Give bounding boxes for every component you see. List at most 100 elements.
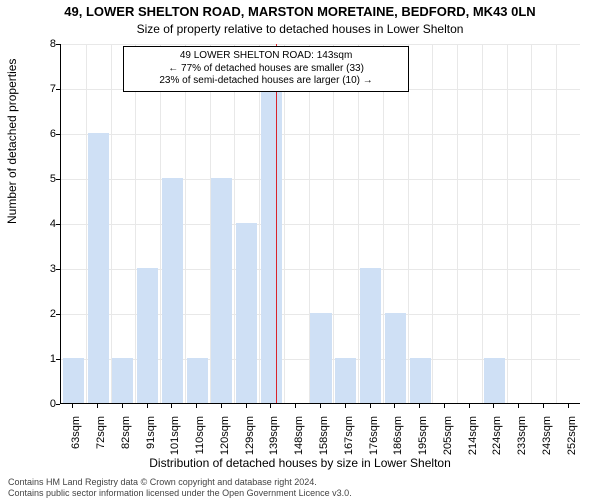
x-tick-label: 158sqm [318,416,330,476]
bar [88,133,109,403]
gridline-horizontal [61,44,580,45]
bar [162,178,183,403]
x-tick-label: 63sqm [70,416,82,476]
x-tick [394,404,395,408]
gridline-vertical [383,44,384,403]
y-tick-label: 2 [36,308,56,320]
y-tick [56,179,60,180]
x-tick [568,404,569,408]
gridline-vertical [556,44,557,403]
title-main: 49, LOWER SHELTON ROAD, MARSTON MORETAIN… [0,4,600,19]
x-tick-label: 195sqm [417,416,429,476]
x-tick-label: 243sqm [541,416,553,476]
gridline-vertical [482,44,483,403]
gridline-vertical [408,44,409,403]
x-tick [370,404,371,408]
bar [261,88,282,403]
bar [335,358,356,403]
gridline-vertical [531,44,532,403]
y-tick [56,224,60,225]
gridline-horizontal [61,224,580,225]
annotation-box: 49 LOWER SHELTON ROAD: 143sqm← 77% of de… [123,46,409,92]
bar [385,313,406,403]
y-tick-label: 6 [36,128,56,140]
x-tick [444,404,445,408]
x-tick [295,404,296,408]
y-tick [56,314,60,315]
y-tick-label: 4 [36,218,56,230]
x-tick [345,404,346,408]
x-tick [518,404,519,408]
bar [236,223,257,403]
gridline-vertical [457,44,458,403]
gridline-vertical [86,44,87,403]
bar [112,358,133,403]
y-tick [56,134,60,135]
y-axis-label: Number of detached properties [5,59,19,224]
y-tick [56,89,60,90]
reference-line [276,44,277,403]
x-tick [493,404,494,408]
x-tick [122,404,123,408]
x-tick [469,404,470,408]
gridline-vertical [160,44,161,403]
annotation-line-2: ← 77% of detached houses are smaller (33… [130,63,402,76]
gridline-vertical [234,44,235,403]
x-tick-label: 129sqm [244,416,256,476]
x-tick-label: 91sqm [145,416,157,476]
x-tick-label: 252sqm [566,416,578,476]
gridline-vertical [111,44,112,403]
y-tick [56,359,60,360]
x-tick [147,404,148,408]
x-tick-label: 224sqm [491,416,503,476]
annotation-line-3: 23% of semi-detached houses are larger (… [130,75,402,88]
x-tick-label: 205sqm [442,416,454,476]
y-tick-label: 7 [36,83,56,95]
gridline-vertical [284,44,285,403]
x-tick [543,404,544,408]
x-tick-label: 214sqm [467,416,479,476]
annotation-line-1: 49 LOWER SHELTON ROAD: 143sqm [130,50,402,63]
x-tick-label: 148sqm [293,416,305,476]
gridline-vertical [432,44,433,403]
x-tick [72,404,73,408]
x-tick-label: 186sqm [392,416,404,476]
title-sub: Size of property relative to detached ho… [0,22,600,36]
x-tick [97,404,98,408]
bar [63,358,84,403]
bar [310,313,331,403]
x-tick [320,404,321,408]
footer-line-2: Contains public sector information licen… [8,488,352,498]
x-tick-label: 120sqm [219,416,231,476]
gridline-vertical [358,44,359,403]
gridline-vertical [333,44,334,403]
x-tick-label: 101sqm [169,416,181,476]
plot-area: 49 LOWER SHELTON ROAD: 143sqm← 77% of de… [60,44,580,404]
x-tick-label: 110sqm [194,416,206,476]
x-tick-label: 167sqm [343,416,355,476]
footer-line-1: Contains HM Land Registry data © Crown c… [8,477,352,487]
x-tick-label: 233sqm [516,416,528,476]
y-tick [56,404,60,405]
x-tick [419,404,420,408]
y-tick-label: 1 [36,353,56,365]
x-tick [221,404,222,408]
gridline-vertical [259,44,260,403]
gridline-vertical [135,44,136,403]
x-tick-label: 82sqm [120,416,132,476]
x-tick-label: 72sqm [95,416,107,476]
y-tick [56,269,60,270]
gridline-vertical [309,44,310,403]
gridline-horizontal [61,179,580,180]
y-tick-label: 8 [36,38,56,50]
x-tick [270,404,271,408]
bar [211,178,232,403]
gridline-horizontal [61,134,580,135]
bar [137,268,158,403]
x-tick-label: 139sqm [268,416,280,476]
chart-container: 49, LOWER SHELTON ROAD, MARSTON MORETAIN… [0,0,600,500]
x-tick [246,404,247,408]
gridline-vertical [210,44,211,403]
x-tick-label: 176sqm [368,416,380,476]
footer-attribution: Contains HM Land Registry data © Crown c… [8,477,352,498]
